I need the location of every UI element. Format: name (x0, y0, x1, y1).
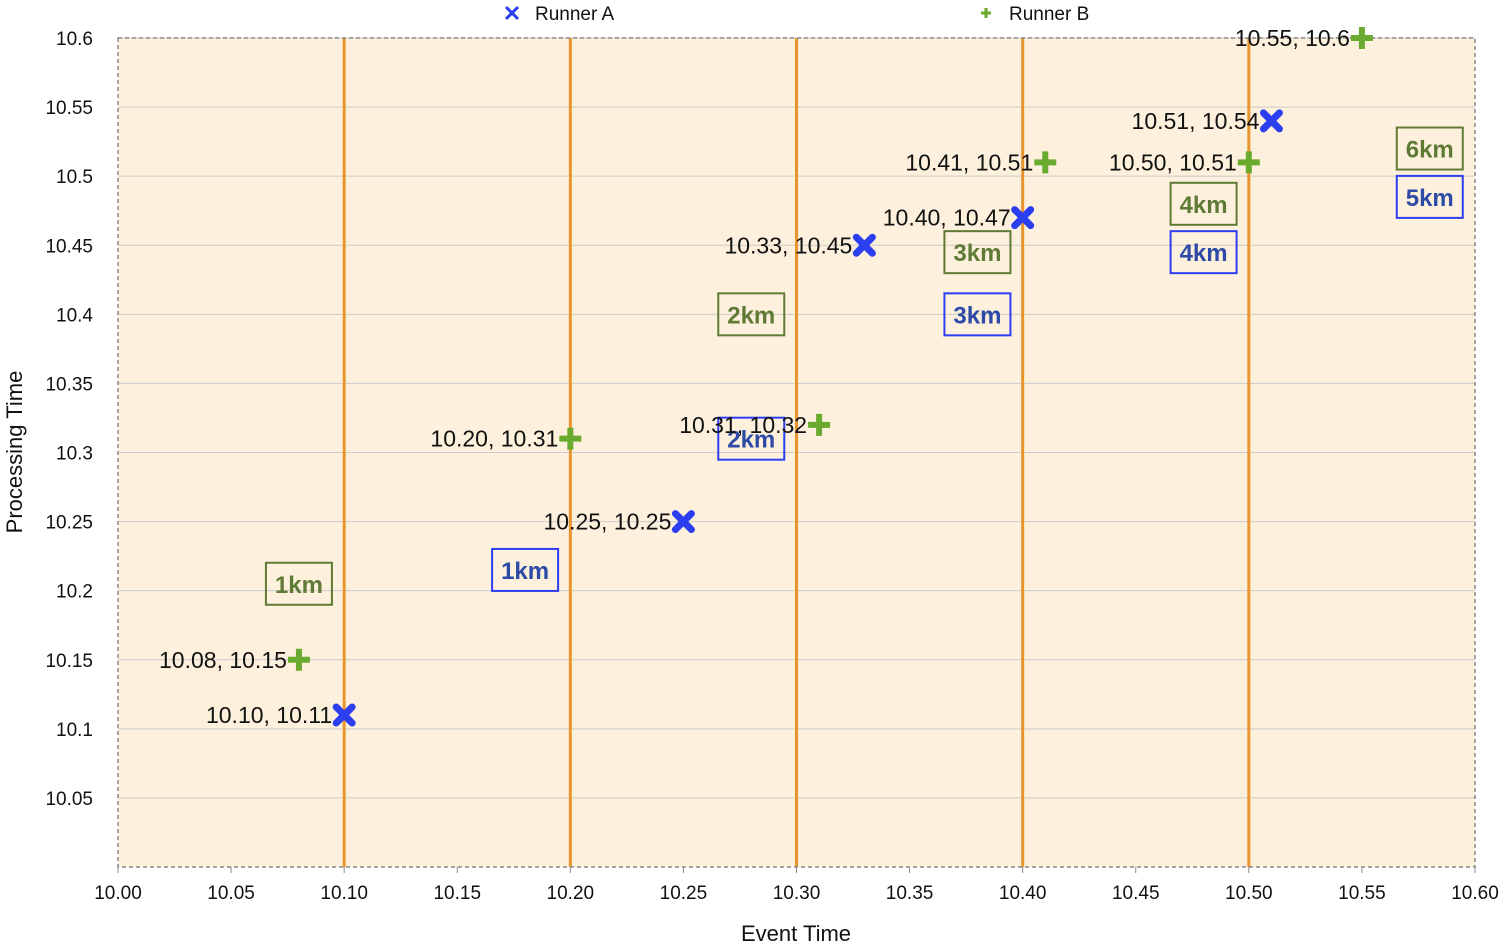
runner-a-point-label: 10.10, 10.11 (206, 702, 332, 728)
x-tick-label: 10.55 (1338, 883, 1386, 904)
runner-a-point (332, 703, 356, 727)
runner-b-km-box (1395, 126, 1464, 171)
runner-a-point-label: 10.25, 10.25 (544, 509, 672, 535)
runner-a-point (671, 510, 695, 534)
runner-b-point-label: 10.31, 10.32 (679, 412, 807, 438)
y-tick-label: 10.05 (45, 789, 93, 810)
runner-a-point-marker-stroke-2 (671, 510, 695, 534)
y-tick-label: 10.6 (56, 29, 93, 50)
y-tick-label: 10.55 (45, 98, 93, 119)
runner-b-km-marker: 4km (1169, 181, 1238, 226)
x-tick-label: 10.20 (547, 883, 595, 904)
y-tick-label: 10.25 (45, 513, 93, 534)
runner-a-point-marker-stroke-2 (332, 703, 356, 727)
runner-b-point (1350, 27, 1373, 49)
runner-a-point-marker-stroke-2 (1259, 109, 1283, 133)
runner-a-km-box (717, 416, 786, 461)
runner-a-point (1259, 109, 1283, 133)
runner-b-legend-item: Runner B (981, 4, 1089, 25)
x-tick-label: 10.40 (999, 883, 1047, 904)
x-tick-label: 10.00 (94, 883, 142, 904)
runner-a-point-label: 10.40, 10.47 (883, 205, 1011, 231)
runner-b-point (1237, 151, 1260, 174)
y-tick-label: 10.5 (56, 167, 93, 188)
x-tick-label: 10.50 (1225, 883, 1273, 904)
x-tick-label: 10.45 (1112, 883, 1160, 904)
runner-b-km-label: 4km (1180, 192, 1228, 219)
vertical-reference-lines (342, 38, 1251, 867)
x-tick-label: 10.10 (320, 883, 368, 904)
runner-a-km-label: 4km (1180, 240, 1228, 267)
runner-b-km-marker: 2km (717, 292, 786, 337)
y-tick-label: 10.3 (56, 444, 93, 465)
x-tick-label: 10.35 (886, 883, 934, 904)
runner-a-km-box (1169, 230, 1238, 275)
runner-b-km-box (717, 292, 786, 337)
runner-b-point (1034, 151, 1057, 174)
runner-b-km-marker: 3km (943, 230, 1012, 275)
runner-b-point-label: 10.50, 10.51 (1109, 149, 1237, 175)
runner-b-legend-label: Runner B (1009, 4, 1089, 25)
runner-b-point-label: 10.08, 10.15 (159, 647, 287, 673)
runner-a-point (1011, 206, 1035, 230)
runner-a-km-marker: 2km (717, 416, 786, 461)
x-tick-label: 10.30 (773, 883, 821, 904)
y-tick-label: 10.15 (45, 651, 93, 672)
legend: Runner A Runner B (504, 4, 1089, 25)
runner-b-point (559, 427, 582, 450)
x-tick-label: 10.60 (1451, 883, 1499, 904)
runner-b-point-label: 10.20, 10.31 (430, 426, 558, 452)
x-tick-label: 10.05 (207, 883, 255, 904)
runner-a-km-marker: 5km (1395, 174, 1464, 219)
y-tick-label: 10.45 (45, 236, 93, 257)
y-tick-label: 10.35 (45, 374, 93, 395)
runner-a-km-box (1395, 174, 1464, 219)
point-labels: 10.10, 10.11 10.25, 10.25 10.33, 10.45 10.4… (159, 25, 1350, 728)
data-points (287, 27, 1373, 727)
runner-b-km-label: 1km (275, 572, 323, 599)
runner-a-point (852, 233, 876, 257)
y-axis-title: Processing Time (2, 371, 27, 534)
runner-b-km-box (943, 230, 1012, 275)
runner-a-km-box (491, 547, 560, 592)
y-tick-label: 10.1 (56, 720, 93, 741)
y-tick-label: 10.2 (56, 582, 93, 603)
runner-a-legend-item: Runner A (504, 4, 615, 25)
km-markers: 1km 2km 3km 4km 5km 1km 2km 3km 4km 6km (264, 126, 1464, 606)
runner-a-km-marker: 3km (943, 292, 1012, 337)
y-tick-label: 10.4 (56, 305, 93, 326)
runner-b-km-box (1169, 181, 1238, 226)
runner-b-point-label: 10.55, 10.6 (1235, 25, 1350, 51)
runner-b-km-marker: 6km (1395, 126, 1464, 171)
runner-b-point (808, 413, 831, 436)
runner-b-km-box (264, 561, 333, 606)
runner-a-point-label: 10.51, 10.54 (1132, 108, 1260, 134)
x-tick-label: 10.15 (433, 883, 481, 904)
runner-a-legend-label: Runner A (535, 4, 615, 25)
runner-b-km-label: 3km (953, 240, 1001, 267)
runner-b-point-label: 10.41, 10.51 (905, 149, 1033, 175)
runner-b-km-label: 6km (1406, 137, 1454, 164)
runner-a-km-marker: 4km (1169, 230, 1238, 275)
runner-a-km-box (943, 292, 1012, 337)
runner-b-point (287, 648, 310, 671)
runner-a-point-marker-stroke-2 (1011, 206, 1035, 230)
runner-a-km-label: 2km (727, 427, 775, 454)
runner-b-km-marker: 1km (264, 561, 333, 606)
runner-a-legend-marker-stroke-2 (504, 5, 520, 21)
runner-a-km-label: 3km (953, 302, 1001, 329)
runner-a-point-label: 10.33, 10.45 (724, 232, 852, 258)
runner-a-km-marker: 1km (491, 547, 560, 592)
x-tick-label: 10.25 (660, 883, 708, 904)
runner-a-km-label: 1km (501, 558, 549, 585)
runner-b-km-label: 2km (727, 302, 775, 329)
runner-a-point-marker-stroke-2 (852, 233, 876, 257)
axis-ticks: 10.00 10.05 10.10 10.15 10.20 10.25 10.30 10.35… (45, 29, 1498, 904)
runner-a-km-label: 5km (1406, 185, 1454, 212)
x-axis-title: Event Time (741, 921, 851, 946)
